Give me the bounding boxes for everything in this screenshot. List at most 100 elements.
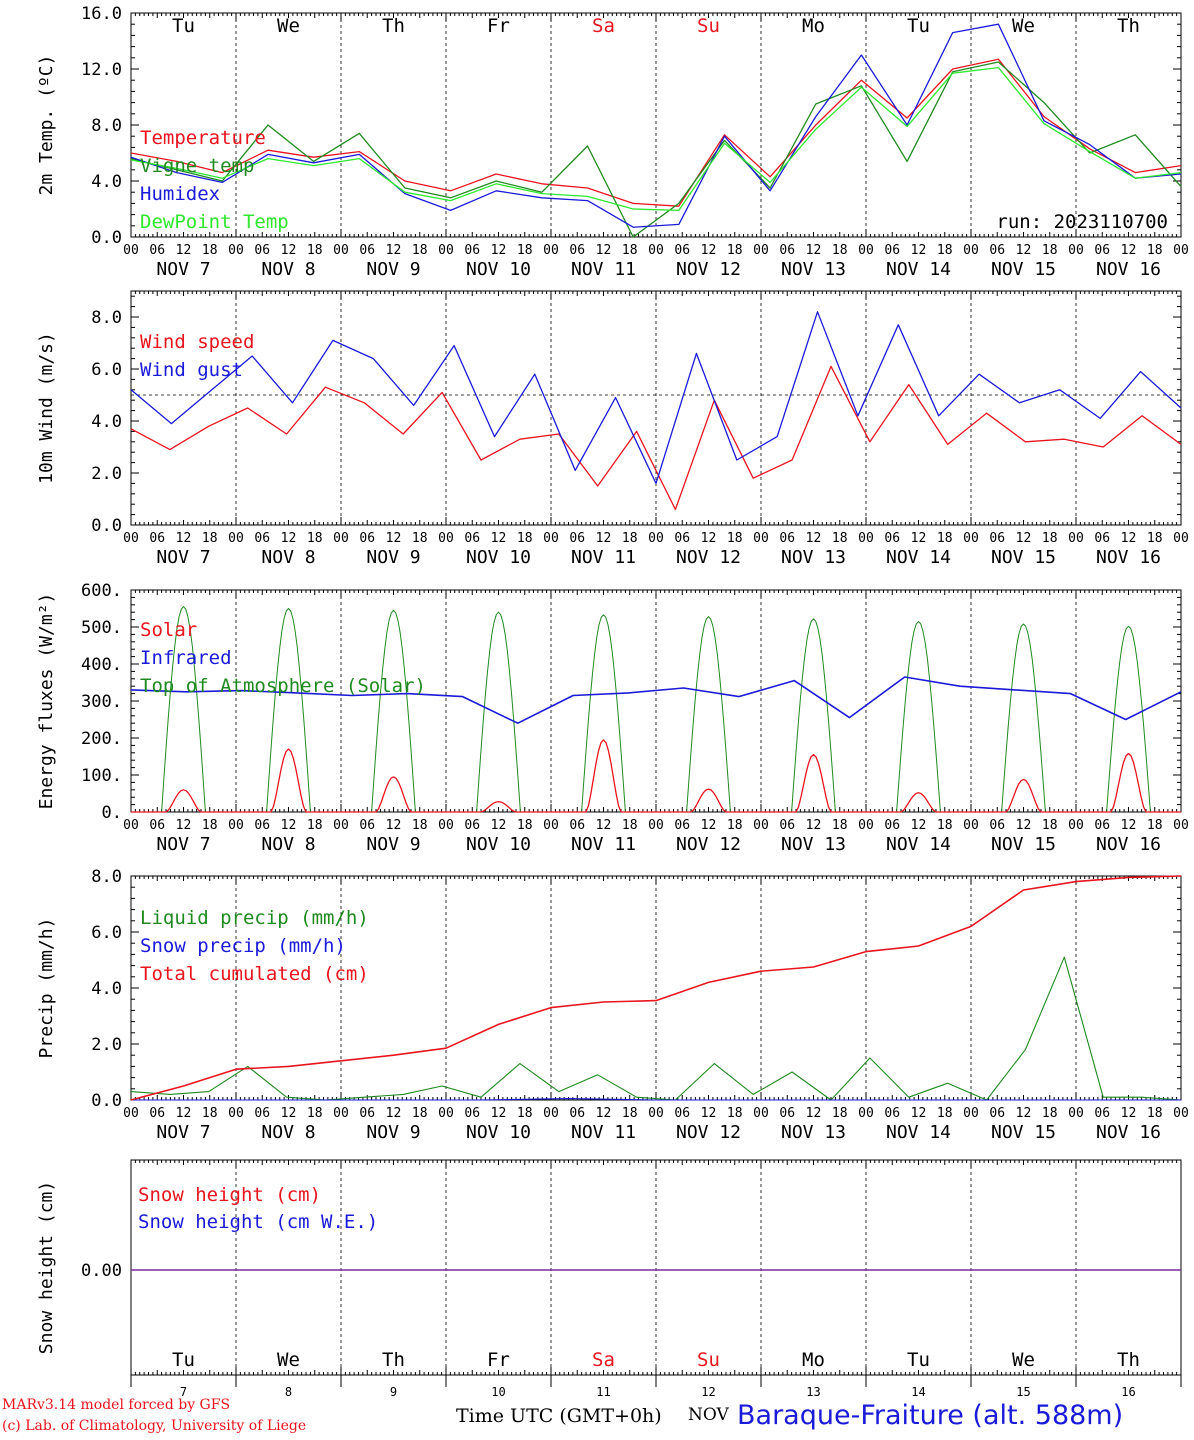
- date-label: NOV 8: [261, 547, 315, 568]
- date-label: NOV 10: [466, 834, 531, 855]
- hour-tick-label: 00: [858, 243, 874, 258]
- day-number-label: 15: [1016, 1385, 1030, 1399]
- hour-tick-label: 00: [1068, 243, 1084, 258]
- station-name: Baraque-Fraiture (alt. 588m): [737, 1400, 1124, 1431]
- day-number-label: 9: [390, 1385, 397, 1399]
- date-label: NOV 11: [571, 547, 636, 568]
- hour-tick-label: 12: [176, 531, 192, 546]
- series-line-lightgreen: [130, 66, 1182, 212]
- legend-entry: Total cumulated (cm): [140, 963, 369, 985]
- hour-tick-label: 12: [176, 818, 192, 833]
- y-tick-label: 6.0: [91, 923, 122, 943]
- hour-tick-label: 06: [779, 1106, 795, 1121]
- hour-tick-label: 00: [333, 531, 349, 546]
- date-label: NOV 7: [156, 547, 210, 568]
- hour-tick-label: 18: [727, 531, 743, 546]
- hour-tick-label: 12: [701, 1106, 717, 1121]
- date-label: NOV 10: [466, 259, 531, 280]
- hour-tick-label: 00: [333, 1106, 349, 1121]
- y-tick-label: 6.0: [91, 360, 122, 380]
- hour-tick-label: 12: [1016, 818, 1032, 833]
- hour-tick-label: 00: [543, 243, 559, 258]
- legend-entry: Vigne temp: [140, 155, 254, 177]
- hour-tick-label: 18: [412, 243, 428, 258]
- hour-tick-label: 18: [1147, 243, 1163, 258]
- y-tick-label: 4.0: [91, 412, 122, 432]
- hour-tick-label: 12: [281, 1106, 297, 1121]
- hour-tick-label: 18: [622, 531, 638, 546]
- weekday-label: We: [1012, 1349, 1035, 1371]
- date-label: NOV 8: [261, 259, 315, 280]
- y-tick-label: 4.0: [91, 979, 122, 999]
- date-label: NOV 9: [366, 1122, 420, 1143]
- y-tick-label: 0.0: [91, 516, 122, 536]
- hour-tick-label: 12: [596, 531, 612, 546]
- hour-tick-label: 00: [123, 1106, 139, 1121]
- hour-tick-label: 00: [333, 818, 349, 833]
- hour-tick-label: 00: [123, 818, 139, 833]
- date-label: NOV 7: [156, 259, 210, 280]
- hour-tick-label: 00: [438, 1106, 454, 1121]
- date-label: NOV 14: [886, 1122, 951, 1143]
- hour-tick-label: 06: [989, 818, 1005, 833]
- hour-tick-label: 12: [911, 243, 927, 258]
- hour-tick-label: 18: [412, 818, 428, 833]
- hour-tick-label: 12: [911, 818, 927, 833]
- hour-tick-label: 12: [176, 1106, 192, 1121]
- y-tick-label: 0.0: [91, 228, 122, 248]
- hour-tick-label: 06: [674, 243, 690, 258]
- hour-tick-label: 06: [779, 818, 795, 833]
- hour-tick-label: 00: [648, 818, 664, 833]
- day-number-label: 12: [701, 1385, 715, 1399]
- weekday-label: We: [1012, 15, 1035, 37]
- date-label: NOV 15: [991, 259, 1056, 280]
- hour-tick-label: 00: [648, 1106, 664, 1121]
- hour-tick-label: 00: [963, 243, 979, 258]
- legend-entry: Wind gust: [140, 359, 243, 381]
- date-label: NOV 14: [886, 834, 951, 855]
- hour-tick-label: 18: [307, 243, 323, 258]
- weekday-label: Sa: [592, 15, 615, 37]
- hour-tick-label: 00: [1173, 531, 1189, 546]
- day-number-label: 16: [1121, 1385, 1135, 1399]
- weekday-label: We: [277, 1349, 300, 1371]
- legend-entry: Wind speed: [140, 331, 254, 353]
- y-tick-label: 2.0: [91, 464, 122, 484]
- hour-tick-label: 06: [464, 818, 480, 833]
- legend-entry: Solar: [140, 619, 197, 641]
- hour-tick-label: 18: [307, 531, 323, 546]
- hour-tick-label: 18: [1042, 1106, 1058, 1121]
- hour-tick-label: 12: [281, 531, 297, 546]
- hour-tick-label: 12: [386, 243, 402, 258]
- hour-tick-label: 12: [281, 243, 297, 258]
- weekday-label: Sa: [592, 1349, 615, 1371]
- hour-tick-label: 12: [596, 1106, 612, 1121]
- y-axis-label: Snow height (cm): [36, 1181, 57, 1354]
- hour-tick-label: 00: [858, 818, 874, 833]
- series-line-blue: [130, 676, 1182, 725]
- hour-tick-label: 06: [884, 243, 900, 258]
- hour-tick-label: 00: [1173, 243, 1189, 258]
- hour-tick-label: 18: [832, 1106, 848, 1121]
- hour-tick-label: 06: [674, 818, 690, 833]
- hour-tick-label: 00: [1068, 818, 1084, 833]
- hour-tick-label: 00: [648, 531, 664, 546]
- date-label: NOV 8: [261, 834, 315, 855]
- weekday-label: Th: [382, 15, 405, 37]
- hour-tick-label: 00: [228, 1106, 244, 1121]
- date-label: NOV 11: [571, 1122, 636, 1143]
- hour-tick-label: 00: [648, 243, 664, 258]
- y-tick-label: 4.0: [91, 172, 122, 192]
- hour-tick-label: 00: [123, 531, 139, 546]
- hour-tick-label: 18: [1042, 818, 1058, 833]
- weekday-label: Th: [1117, 15, 1140, 37]
- hour-tick-label: 00: [438, 243, 454, 258]
- hour-tick-label: 06: [149, 531, 165, 546]
- legend-entry: Snow precip (mm/h): [140, 935, 346, 957]
- date-label: NOV 11: [571, 259, 636, 280]
- day-number-label: 11: [596, 1385, 610, 1399]
- date-label: NOV 13: [781, 834, 846, 855]
- weekday-label: Fr: [487, 15, 510, 37]
- hour-tick-label: 18: [412, 531, 428, 546]
- hour-tick-label: 00: [753, 818, 769, 833]
